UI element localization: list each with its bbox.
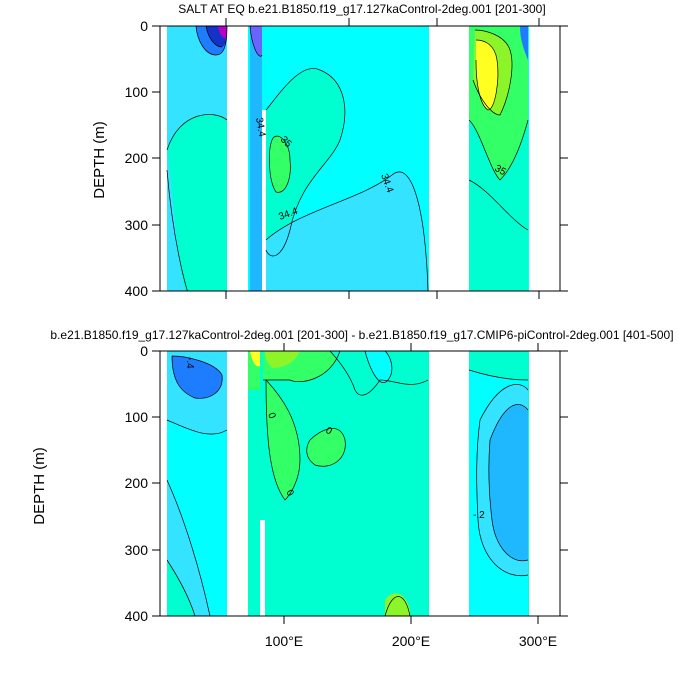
bottom-contour-label: 0 (324, 425, 335, 438)
bottom-contour-label: 0 (283, 488, 296, 499)
bottom-contour-lines (166, 351, 529, 616)
bottom-x-tick-label: 100°E (265, 633, 303, 649)
top-contour-lines (166, 26, 529, 291)
top-y-tick-label: 0 (140, 18, 148, 34)
top-y-tick-label: 300 (125, 217, 149, 233)
top-fill-west-magenta (218, 26, 227, 39)
top-fill-east-yellow (476, 40, 498, 110)
bottom-contour-label: -.4 (184, 357, 195, 369)
bottom-y-tick-label: 300 (125, 542, 149, 558)
top-land-sumatra (262, 110, 266, 291)
top-fill-central-green (269, 136, 291, 193)
top-fill-central-deep (266, 171, 428, 291)
top-fill-strip-purple (250, 26, 262, 57)
bottom-chart-title: b.e21.B1850.f19_g17.127kaControl-2deg.00… (50, 328, 674, 342)
bottom-contour-label: -.2 (473, 510, 485, 521)
bottom-fill-central-yellow (250, 351, 260, 367)
bottom-land-east (529, 351, 560, 616)
top-x-axis (225, 18, 540, 299)
top-fill-west-aqua (167, 114, 227, 291)
bottom-y-tick-label: 0 (140, 343, 148, 359)
top-fill-strip-sky (250, 26, 262, 291)
bottom-y-axis-label: DEPTH (m) (31, 447, 48, 525)
top-y-tick-label: 100 (125, 84, 149, 100)
bottom-land-west-edge (160, 351, 167, 616)
bottom-fill-west-aqua (167, 560, 195, 616)
top-y-tick-label: 400 (125, 283, 149, 299)
bottom-fill-central-green3 (266, 380, 300, 500)
top-land-west-edge (160, 26, 167, 291)
top-y-tick-label: 200 (125, 150, 149, 166)
top-fill-east-blue (520, 26, 528, 60)
bottom-y-tick-label: 400 (125, 608, 149, 624)
bottom-land-africa (227, 351, 248, 616)
top-fill-east-aqua-low (469, 180, 528, 291)
top-land-africa (227, 26, 248, 291)
bottom-land-sumatra (260, 520, 265, 616)
bottom-x-axis (283, 343, 539, 624)
top-contour-label: 34.4 (253, 117, 267, 139)
bottom-y-tick-label: 200 (125, 475, 149, 491)
bottom-fill-central-lime (265, 351, 300, 368)
top-fill-west-edge (167, 150, 186, 291)
bottom-land-americas (429, 351, 469, 616)
bottom-x-tick-label: 300°E (519, 633, 557, 649)
bottom-contour-field (160, 351, 560, 616)
bottom-fill-central-cyan (365, 351, 392, 383)
bottom-fill-east-sky (488, 404, 528, 561)
bottom-contour-label: 0 (265, 411, 277, 420)
bottom-y-tick-label: 100 (125, 409, 149, 425)
top-chart-title: SALT AT EQ b.e21.B1850.f19_g17.127kaCont… (178, 2, 546, 16)
top-fill-central-aqua (266, 68, 345, 256)
top-land-americas (429, 26, 469, 291)
top-y-axis (152, 25, 568, 292)
top-contour-label: 35 (493, 163, 509, 178)
bottom-y-axis (152, 350, 568, 617)
bottom-fill-east-aqua (469, 351, 528, 380)
bottom-fill-central-green4 (306, 428, 346, 467)
top-land-east (529, 26, 560, 291)
top-y-axis-label: DEPTH (m) (91, 121, 108, 199)
bottom-x-tick-label: 200°E (392, 633, 430, 649)
bottom-fill-west-blue (172, 356, 223, 399)
top-contour-field (160, 26, 560, 291)
